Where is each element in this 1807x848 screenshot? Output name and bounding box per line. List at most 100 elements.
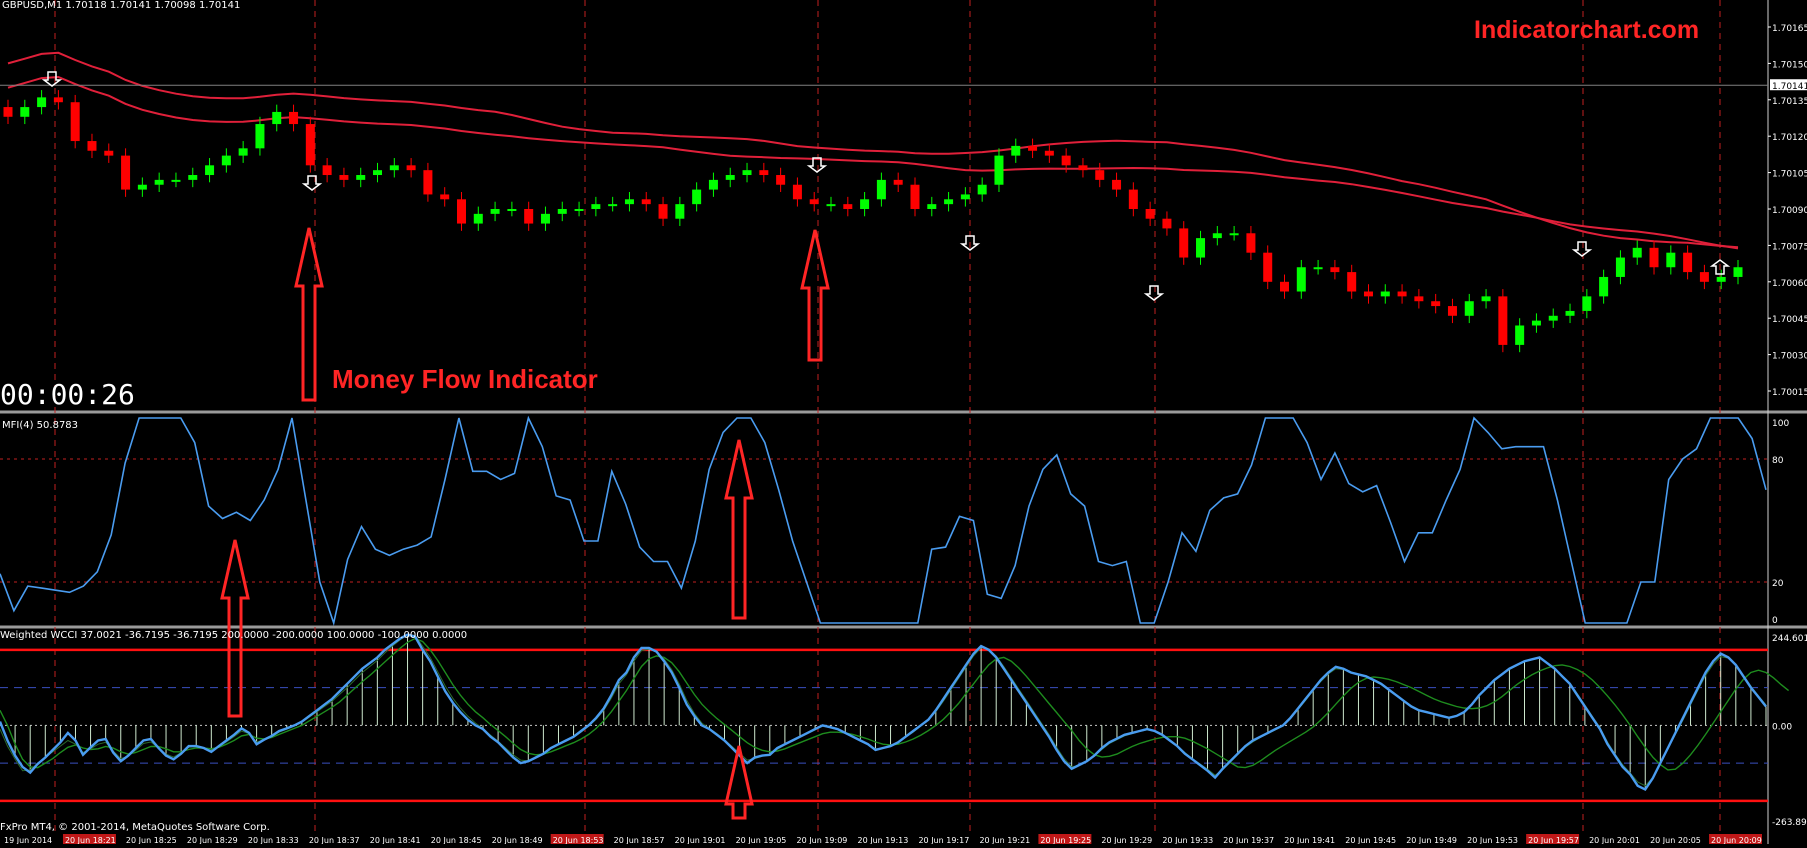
bull-candle	[608, 204, 618, 207]
price-tick-label: 1.70045	[1772, 315, 1807, 325]
bear-candle	[776, 175, 786, 185]
bear-candle	[339, 175, 349, 180]
bull-candle	[1196, 238, 1206, 258]
bull-candle	[591, 204, 601, 209]
time-tick-label: 20 Jun 19:21	[979, 836, 1030, 844]
time-tick-label: 20 Jun 18:21	[65, 836, 116, 844]
copyright-text: FxPro MT4, © 2001-2014, MetaQuotes Softw…	[0, 822, 270, 833]
bull-candle	[994, 155, 1004, 185]
signal-arrow	[806, 157, 828, 173]
bear-candle	[1263, 252, 1273, 282]
time-tick-label: 20 Jun 19:37	[1223, 836, 1274, 844]
bull-candle	[1716, 276, 1726, 282]
bear-candle	[87, 141, 97, 151]
annotation-arrows	[220, 227, 830, 820]
bear-candle	[1498, 296, 1508, 345]
bear-candle	[104, 150, 114, 156]
wcci-header: Weighted WCCI 37.0021 -36.7195 -36.7195 …	[0, 630, 468, 641]
bear-candle	[1162, 218, 1172, 229]
bear-candle	[1078, 165, 1088, 171]
watermark-brand: Indicatorchart.com	[1474, 16, 1700, 44]
bear-candle	[289, 111, 299, 125]
bear-candle	[524, 209, 534, 224]
price-tick-label: 1.70060	[1772, 279, 1807, 289]
price-pane	[0, 51, 1768, 353]
bull-candle	[1380, 291, 1390, 297]
time-tick-label: 20 Jun 18:45	[431, 836, 482, 844]
time-tick-label: 20 Jun 19:29	[1101, 836, 1152, 844]
signal-arrow	[41, 71, 63, 87]
price-tick-label: 1.70015	[1772, 388, 1807, 398]
price-tick-label: 1.70075	[1772, 242, 1807, 252]
bull-candle	[826, 204, 836, 207]
bull-candle	[692, 189, 702, 205]
bull-candle	[20, 107, 30, 117]
time-tick-label: 20 Jun 18:37	[309, 836, 360, 844]
bear-candle	[305, 124, 315, 166]
time-axis: 19 Jun 2014 20 Jun 18:21 20 Jun 18:25 20 Ju…	[4, 834, 1762, 845]
bear-candle	[1414, 296, 1424, 302]
bear-candle	[1397, 291, 1407, 297]
bear-candle	[3, 107, 13, 117]
bear-candle	[1044, 150, 1054, 156]
red-up-arrow	[220, 539, 250, 718]
mfi-level-label: 20	[1772, 579, 1784, 589]
mfi-level-label: 0	[1772, 616, 1778, 626]
red-up-arrow	[800, 229, 830, 362]
bull-candle	[977, 184, 987, 195]
current-price-tag: 1.70141	[1772, 82, 1807, 92]
time-tick-label: 20 Jun 20:09	[1711, 836, 1762, 844]
bull-candle	[944, 199, 954, 205]
time-tick-label: 20 Jun 19:33	[1162, 836, 1213, 844]
time-tick-label: 20 Jun 19:57	[1528, 836, 1579, 844]
mfi-level-label: 80	[1772, 456, 1784, 466]
bull-candle	[1666, 252, 1676, 268]
bear-candle	[121, 155, 131, 190]
bull-candle	[1229, 233, 1239, 236]
price-tick-label: 1.70030	[1772, 352, 1807, 362]
bull-candle	[255, 124, 265, 149]
bull-candle	[507, 209, 517, 211]
bull-candle	[1531, 320, 1541, 326]
bull-candle	[960, 194, 970, 200]
bull-candle	[574, 209, 584, 211]
red-up-arrow	[724, 745, 754, 820]
price-tick-label: 1.70105	[1772, 170, 1807, 180]
bear-candle	[322, 165, 332, 176]
bull-candle	[1599, 276, 1609, 297]
bear-candle	[456, 199, 466, 224]
time-tick-label: 20 Jun 19:13	[858, 836, 909, 844]
bull-candle	[1212, 233, 1222, 239]
bear-candle	[792, 184, 802, 200]
time-tick-label: 20 Jun 19:05	[736, 836, 787, 844]
bear-candle	[759, 170, 769, 176]
time-tick-label: 20 Jun 19:45	[1345, 836, 1396, 844]
time-tick-label: 20 Jun 19:25	[1040, 836, 1091, 844]
bear-candle	[70, 102, 80, 142]
bull-candle	[1515, 325, 1525, 345]
moving-average-line	[7, 51, 1739, 249]
price-tag-bg	[1770, 79, 1807, 91]
time-tick-label: 20 Jun 19:09	[797, 836, 848, 844]
time-tick-label: 20 Jun 20:05	[1650, 836, 1701, 844]
price-axis: 1.70165 1.70150 1.70135 1.70120 1.70105 1.700…	[1768, 24, 1807, 828]
time-tick-label: 20 Jun 19:53	[1467, 836, 1518, 844]
bull-candle	[1481, 296, 1491, 302]
signal-arrow	[301, 175, 323, 191]
time-highlight	[550, 834, 604, 844]
bull-candle	[221, 155, 231, 166]
time-tick-label: 20 Jun 20:01	[1589, 836, 1640, 844]
bear-candle	[1179, 228, 1189, 258]
bull-candle	[490, 209, 500, 214]
bear-candle	[1447, 306, 1457, 316]
bull-candle	[742, 170, 752, 176]
bear-candle	[1280, 281, 1290, 292]
bull-candle	[272, 111, 282, 125]
bull-candle	[876, 179, 886, 200]
price-tick-label: 1.70090	[1772, 206, 1807, 216]
symbol-header: GBPUSD,M1 1.70118 1.70141 1.70098 1.7014…	[2, 0, 241, 11]
annotation-label: Money Flow Indicator	[332, 364, 598, 394]
bull-candle	[137, 184, 147, 190]
